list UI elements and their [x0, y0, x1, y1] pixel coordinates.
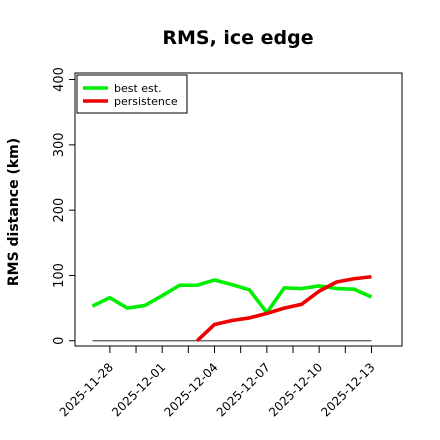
x-tick-label: 2025-11-28 [57, 360, 116, 419]
legend-label: persistence [114, 95, 178, 108]
x-tick-label: 2025-12-04 [161, 360, 220, 419]
legend: best est.persistence [76, 74, 188, 114]
y-tick-label: 300 [52, 132, 67, 157]
plot-frame [74, 72, 403, 347]
x-tick-label: 2025-12-10 [266, 360, 325, 419]
y-tick-label: 100 [52, 263, 67, 288]
chart-title: RMS, ice edge [162, 27, 313, 49]
y-tick-label: 400 [52, 67, 67, 92]
y-tick-label: 200 [52, 198, 67, 223]
y-axis-label: RMS distance (km) [6, 138, 22, 286]
y-tick-label: 0 [52, 337, 67, 345]
legend-label: best est. [114, 82, 162, 95]
x-tick-label: 2025-12-01 [109, 360, 168, 419]
x-tick-label: 2025-12-13 [318, 360, 377, 419]
x-tick-label: 2025-12-07 [214, 360, 273, 419]
legend-box [76, 74, 188, 114]
series-line-persistence [195, 274, 372, 343]
y-axis-ticks: 0 100 200 300 400 [52, 67, 75, 345]
series-layer [91, 274, 373, 343]
x-axis-ticks: 2025-11-282025-12-012025-12-042025-12-07… [57, 346, 378, 419]
